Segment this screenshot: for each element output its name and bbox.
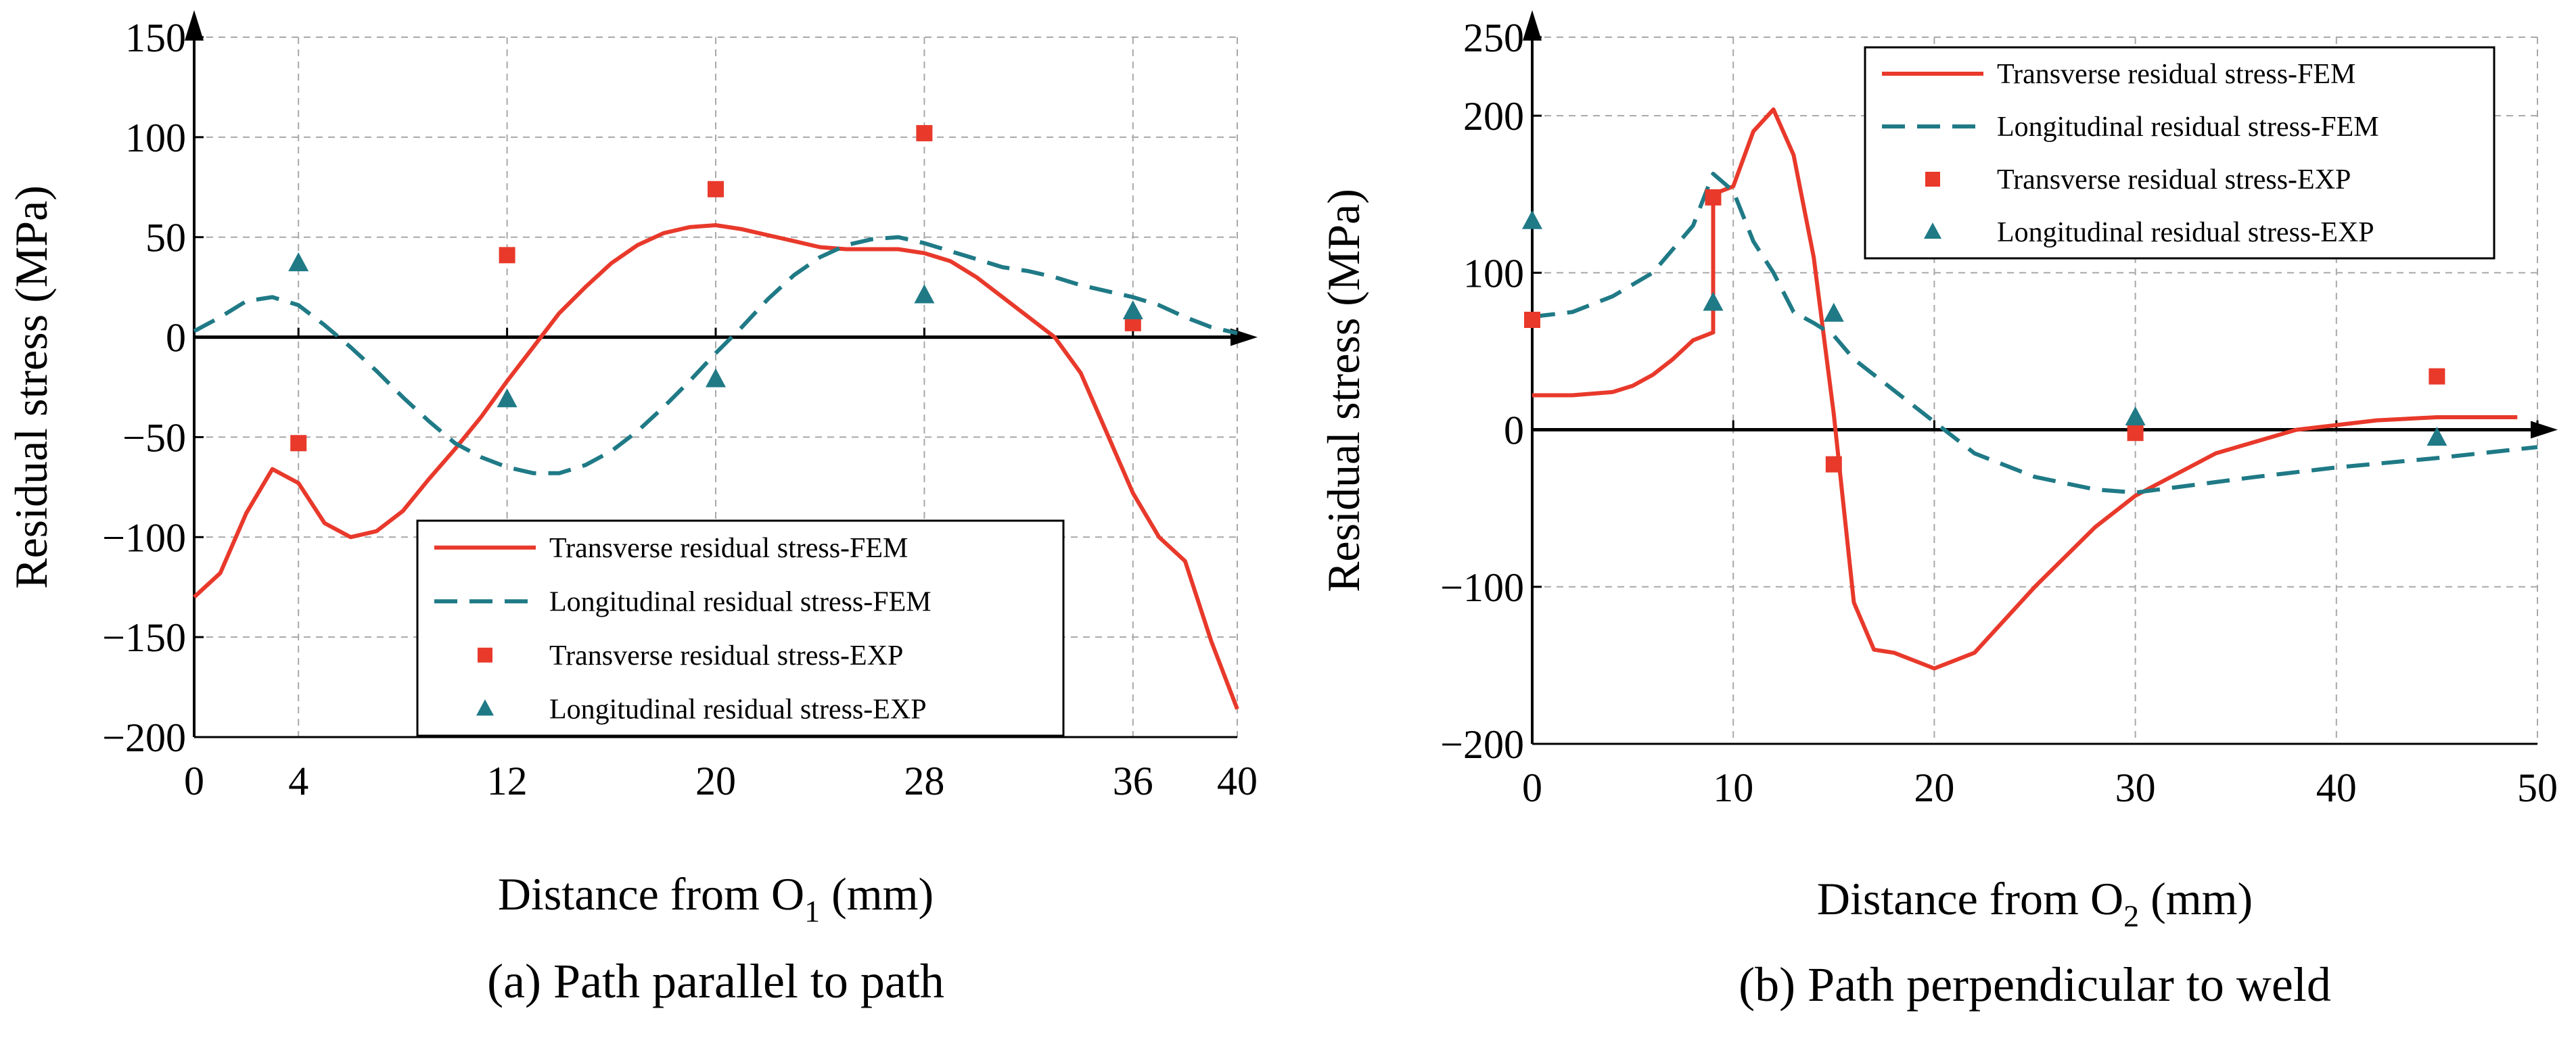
y-tick-label: 200 (1463, 94, 1524, 139)
longitudinal-exp-point (2125, 406, 2146, 425)
x-tick-label: 20 (1914, 765, 1954, 810)
transverse-exp-point (916, 124, 933, 141)
transverse-exp-point (1524, 312, 1540, 328)
legend: Transverse residual stress-FEM Longitudin… (416, 519, 1065, 737)
legend: Transverse residual stress-FEM Longitudin… (1864, 46, 2496, 260)
y-axis-arrow (185, 10, 204, 41)
x-axis-title-unit: (mm) (2139, 873, 2253, 924)
longitudinal-exp-point (497, 388, 518, 408)
x-tick-label: 30 (2115, 765, 2156, 810)
transverse-exp-point (499, 247, 515, 264)
legend-swatch-triangle (1924, 222, 1941, 239)
longitudinal-exp-point (1823, 302, 1844, 322)
x-axis-title-main: Distance from O (498, 868, 804, 920)
figure-caption: (b) Path perpendicular to weld (1739, 958, 2331, 1012)
transverse-exp-point (1705, 189, 1722, 206)
y-tick-label: −200 (102, 715, 186, 760)
x-axis-title-subscript: 2 (2123, 899, 2139, 933)
legend-entry-label: Longitudinal residual stress-FEM (1997, 112, 2379, 143)
y-tick-label: 100 (125, 116, 186, 160)
legend-entry-label: Longitudinal residual stress-FEM (549, 586, 932, 617)
x-tick-label: 20 (695, 759, 736, 803)
x-tick-label: 10 (1713, 765, 1753, 810)
x-tick-label: 12 (487, 759, 528, 803)
x-tick-label: 50 (2517, 765, 2558, 810)
legend-entry-label: Transverse residual stress-EXP (549, 640, 903, 671)
legend-box (416, 519, 1065, 737)
y-tick-label: 150 (125, 16, 186, 60)
x-axis-title: Distance from O2 (mm) (1817, 873, 2253, 933)
x-axis-title-main: Distance from O (1817, 873, 2123, 924)
x-tick-label: 36 (1113, 759, 1153, 803)
panel-a-chart: 0 4 12 20 28 36 40 150 100 50 0 −50 −100 −150 −200 Tran… (5, 10, 1258, 1008)
y-tick-label: −100 (102, 515, 186, 560)
legend-entry-label: Longitudinal residual stress-EXP (549, 694, 927, 725)
longitudinal-exp-point (2426, 427, 2447, 446)
legend-box (1864, 46, 2496, 260)
y-tick-label: −100 (1440, 565, 1524, 610)
longitudinal-exp-point (1522, 210, 1542, 229)
x-tick-label: 40 (1217, 759, 1258, 803)
longitudinal-exp-point (706, 368, 726, 387)
longitudinal-fem-line (1532, 172, 2538, 495)
longitudinal-exp-point (1122, 300, 1143, 320)
transverse-fem-line (1532, 107, 2518, 671)
x-tick-label: 40 (2316, 765, 2357, 810)
x-tick-label: 0 (1522, 765, 1542, 810)
transverse-exp-point (1825, 456, 1842, 473)
legend-swatch-square (1925, 172, 1940, 187)
figure-caption: (a) Path parallel to path (487, 954, 944, 1008)
transverse-exp-point (290, 435, 307, 452)
x-axis-title: Distance from O1 (mm) (498, 868, 934, 928)
y-axis-title: Residual stress (MPa) (5, 185, 57, 589)
y-tick-label: −50 (122, 415, 186, 460)
legend-entry-label: Longitudinal residual stress-EXP (1997, 217, 2374, 248)
y-tick-label: 0 (1504, 408, 1524, 453)
legend-entry-label: Transverse residual stress-FEM (549, 533, 908, 564)
x-tick-label: 0 (184, 759, 204, 803)
transverse-exp-point (2429, 368, 2445, 385)
y-tick-label: −150 (102, 615, 186, 660)
longitudinal-fem-line (193, 235, 1238, 475)
x-axis-title-subscript: 1 (804, 894, 820, 928)
longitudinal-exp-point (288, 252, 309, 272)
y-tick-label: −200 (1440, 722, 1524, 767)
x-tick-label: 4 (288, 759, 308, 803)
legend-swatch-square (478, 647, 492, 663)
y-tick-label: 0 (166, 316, 186, 360)
zero-axis-arrow (2531, 421, 2558, 439)
transverse-exp-point (708, 181, 724, 197)
x-tick-label: 28 (904, 759, 944, 803)
legend-entry-label: Transverse residual stress-FEM (1997, 59, 2355, 90)
y-tick-label: 100 (1463, 251, 1524, 296)
transverse-exp-point (2127, 425, 2144, 442)
longitudinal-exp-point (1703, 291, 1724, 311)
y-tick-label: 50 (145, 216, 186, 260)
legend-entry-label: Transverse residual stress-EXP (1997, 164, 2351, 195)
longitudinal-exp-point (914, 284, 935, 304)
legend-swatch-triangle (476, 699, 494, 716)
y-tick-label: 250 (1463, 16, 1524, 60)
y-axis-title: Residual stress (MPa) (1318, 189, 1369, 592)
transverse-fem-line (192, 223, 1239, 710)
y-axis-arrow (1523, 10, 1542, 41)
x-axis-title-unit: (mm) (820, 868, 934, 920)
panel-b-chart: 0 10 20 30 40 50 250 200 100 0 −100 −200 Transverse … (1318, 10, 2558, 1012)
